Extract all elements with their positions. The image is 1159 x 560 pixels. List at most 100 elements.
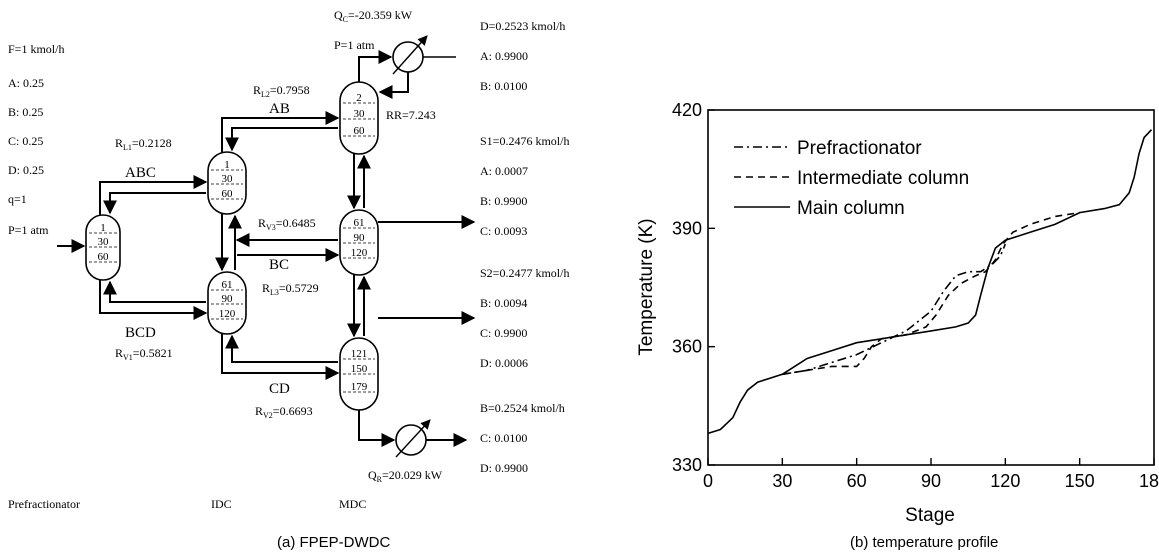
distillate-flow: D=0.2523 kmol/h [480, 19, 565, 33]
idc-top-stage-1: 1 [224, 159, 230, 171]
y-axis-label: Temperature (K) [636, 218, 657, 355]
x-tick-label: 30 [772, 471, 792, 491]
pre-stage-2: 30 [98, 236, 110, 248]
idc-bottom-column [207, 271, 247, 335]
column-name-idc: IDC [211, 497, 232, 511]
caption-panel-a: (a) FPEP-DWDC [277, 534, 391, 551]
series-line-2 [782, 211, 1080, 376]
diagram-labels: F=1 kmol/h A: 0.25 B: 0.25 C: 0.25 D: 0.… [8, 8, 569, 511]
x-axis-ticks: 0 30 60 90 120 150 180 [703, 458, 1159, 491]
feed-b-label: B: 0.25 [8, 105, 43, 119]
idc-bottom-stage-3: 120 [219, 308, 236, 320]
series-layer [707, 129, 1153, 435]
prefractionator-column [85, 214, 121, 281]
stream-label-abc: ABC [125, 165, 156, 181]
bottoms-flow: B=0.2524 kmol/h [480, 401, 565, 415]
plot-frame [707, 109, 1155, 466]
feed-a-label: A: 0.25 [8, 76, 44, 90]
bottoms-to-reboiler [358, 410, 396, 447]
bottoms-c: C: 0.0100 [480, 431, 527, 445]
reboiler-icon [395, 419, 431, 458]
top-pressure: P=1 atm [334, 38, 375, 52]
distillate-b: B: 0.0100 [480, 79, 527, 93]
mdc-bottom-column [339, 337, 379, 411]
stream-label-cd: CD [269, 381, 290, 397]
reflux-stream [378, 72, 409, 99]
temperature-profile-chart: 0 30 60 90 120 150 180 330 360 390 420 Stage Temp… [636, 100, 1159, 526]
stream-bcd [99, 280, 208, 320]
series-line-3 [707, 129, 1153, 435]
mdc-bottom-stage-3: 179 [351, 381, 368, 393]
mdc-top-stage-1: 2 [356, 92, 362, 104]
y-tick-label: 420 [672, 100, 702, 120]
feed-q-label: q=1 [8, 192, 27, 206]
caption-panel-b: (b) temperature profile [850, 534, 999, 551]
idc-top-stage-3: 60 [222, 188, 234, 200]
series-line-1 [782, 243, 1007, 376]
s2-b: B: 0.0094 [480, 296, 527, 310]
column-name-prefractionator: Prefractionator [8, 497, 80, 511]
column-name-mdc: MDC [339, 497, 366, 511]
idc-top-column [207, 151, 247, 215]
feed-flow-label: F=1 kmol/h [8, 42, 64, 56]
split-rv2: RV2=0.6693 [255, 404, 313, 420]
y-tick-label: 360 [672, 337, 702, 357]
s2-c: C: 0.9900 [480, 326, 527, 340]
x-tick-label: 120 [990, 471, 1020, 491]
mdc-bottom-stage-1: 121 [351, 348, 368, 360]
stream-ab [221, 111, 340, 152]
s1-a: A: 0.0007 [480, 164, 528, 178]
legend-label: Main column [797, 198, 905, 219]
s2-flow: S2=0.2477 kmol/h [480, 266, 569, 280]
bottoms-d: D: 0.9900 [480, 461, 528, 475]
legend-label: Prefractionator [797, 138, 922, 159]
process-flow-diagram [57, 35, 476, 458]
split-rv3: RV3=0.6485 [258, 216, 316, 232]
feed-d-label: D: 0.25 [8, 163, 44, 177]
x-tick-label: 90 [921, 471, 941, 491]
x-tick-label: 180 [1139, 471, 1159, 491]
feed-pressure-label: P=1 atm [8, 223, 49, 237]
idc-top-stage-2: 30 [222, 173, 234, 185]
idc-bottom-stage-1: 61 [222, 279, 233, 291]
stream-label-bc: BC [269, 257, 289, 273]
condenser-icon [392, 35, 428, 75]
s1-flow: S1=0.2476 kmol/h [480, 134, 569, 148]
mdc-middle-stage-3: 120 [351, 247, 368, 259]
mdc-bottom-stage-2: 150 [351, 363, 368, 375]
split-rl1: RL1=0.2128 [115, 136, 172, 152]
x-tick-label: 0 [703, 471, 713, 491]
split-rv1: RV1=0.5821 [115, 346, 173, 362]
s1-b: B: 0.9900 [480, 194, 527, 208]
mdc-top-stage-2: 30 [354, 108, 366, 120]
y-tick-label: 390 [672, 218, 702, 238]
mdc-top-stage-3: 60 [354, 125, 366, 137]
stream-abc [99, 175, 208, 215]
idc-bottom-stage-2: 90 [222, 293, 234, 305]
split-rl3: RL3=0.5729 [262, 281, 319, 297]
split-rl2: RL2=0.7958 [253, 83, 310, 99]
s2-d: D: 0.0006 [480, 356, 528, 370]
pre-stage-1: 1 [100, 222, 106, 234]
mdc-middle-stage-2: 90 [354, 232, 366, 244]
stream-label-ab: AB [269, 101, 290, 117]
mdc-middle-column [339, 209, 379, 276]
stream-cd [221, 334, 340, 380]
pre-stage-3: 60 [98, 251, 110, 263]
reflux-ratio: RR=7.243 [386, 108, 436, 122]
x-axis-label: Stage [905, 505, 955, 526]
stream-label-bcd: BCD [125, 325, 156, 341]
legend-label: Intermediate column [797, 168, 969, 189]
y-tick-label: 330 [672, 455, 702, 475]
distillate-a: A: 0.9900 [480, 49, 528, 63]
overhead-vapor [358, 50, 393, 82]
stream-rl2 [225, 127, 338, 152]
s1-c: C: 0.0093 [480, 224, 527, 238]
x-tick-label: 60 [847, 471, 867, 491]
condenser-duty: QC=-20.359 kW [334, 8, 413, 24]
y-axis-ticks: 330 360 390 420 [672, 100, 715, 475]
stream-rl1 [103, 192, 206, 215]
chart-legend: Prefractionator Intermediate column Main c… [734, 138, 969, 219]
x-tick-label: 150 [1065, 471, 1095, 491]
reboiler-duty: QR=20.029 kW [368, 468, 443, 484]
